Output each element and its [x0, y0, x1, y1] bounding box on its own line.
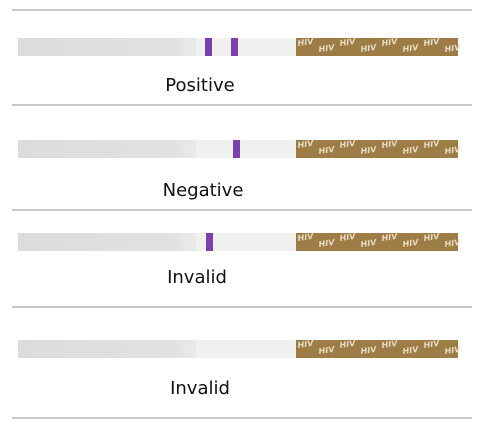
handle-text: HIV — [360, 43, 378, 54]
handle-text: HIV — [444, 145, 462, 156]
control-band — [233, 140, 240, 158]
handle-text: HIV — [297, 139, 315, 150]
strip-label: Positive — [165, 75, 234, 96]
handle-text: HIV — [360, 238, 378, 249]
handle-text: HIV — [360, 345, 378, 356]
handle-text: HIV — [402, 145, 420, 156]
membrane — [196, 233, 296, 251]
handle-text: HIV — [339, 339, 357, 350]
membrane — [196, 340, 296, 358]
handle — [296, 38, 458, 56]
sample-pad — [18, 233, 198, 251]
strip-label: Invalid — [167, 267, 227, 288]
handle-text: HIV — [381, 139, 399, 150]
strip-label: Negative — [163, 180, 244, 201]
handle-text: HIV — [423, 232, 441, 243]
handle-text: HIV — [423, 339, 441, 350]
handle-text: HIV — [318, 238, 336, 249]
handle-text: HIV — [423, 139, 441, 150]
handle-text: HIV — [339, 139, 357, 150]
handle-text: HIV — [318, 43, 336, 54]
strip-label: Invalid — [170, 378, 230, 399]
test-band — [206, 233, 213, 251]
handle-text: HIV — [360, 145, 378, 156]
handle-text: HIV — [423, 37, 441, 48]
handle — [296, 233, 458, 251]
handle-text: HIV — [402, 238, 420, 249]
handle-text: HIV — [402, 345, 420, 356]
handle — [296, 140, 458, 158]
membrane — [196, 140, 296, 158]
handle-text: HIV — [318, 145, 336, 156]
handle-text: HIV — [381, 37, 399, 48]
handle-text: HIV — [297, 339, 315, 350]
handle-text: HIV — [402, 43, 420, 54]
membrane — [196, 38, 296, 56]
sample-pad — [18, 340, 198, 358]
handle-text: HIV — [444, 238, 462, 249]
sample-pad — [18, 140, 198, 158]
handle-text: HIV — [339, 37, 357, 48]
control-band — [231, 38, 238, 56]
handle-text: HIV — [339, 232, 357, 243]
handle-text: HIV — [297, 232, 315, 243]
handle — [296, 340, 458, 358]
handle-text: HIV — [444, 345, 462, 356]
handle-text: HIV — [297, 37, 315, 48]
handle-text: HIV — [444, 43, 462, 54]
test-band — [205, 38, 212, 56]
handle-text: HIV — [381, 232, 399, 243]
handle-text: HIV — [318, 345, 336, 356]
sample-pad — [18, 38, 198, 56]
handle-text: HIV — [381, 339, 399, 350]
